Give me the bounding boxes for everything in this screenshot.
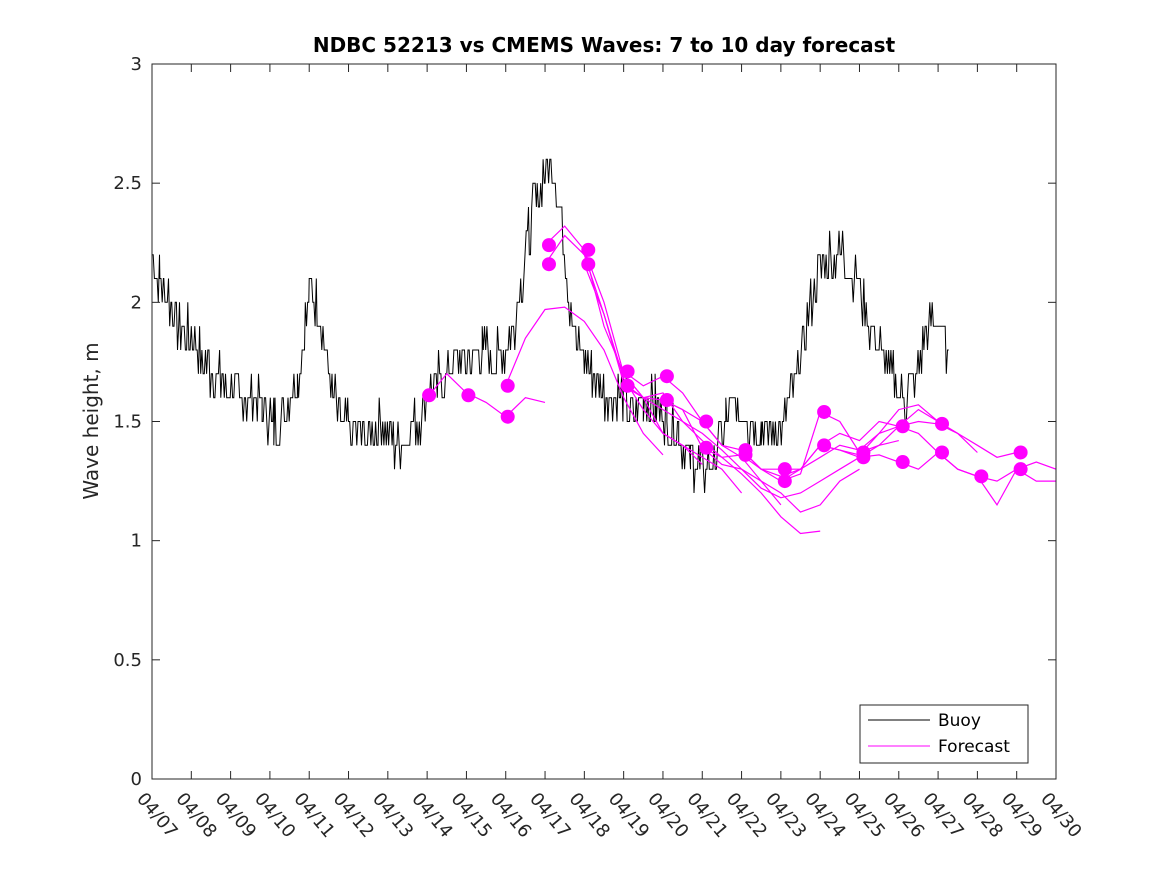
- x-tick-label: 04/15: [447, 789, 496, 842]
- x-tick-label: 04/20: [643, 789, 692, 842]
- x-tick-label: 04/29: [997, 789, 1046, 842]
- x-tick-label: 04/22: [722, 789, 771, 842]
- x-tick-label: 04/19: [604, 789, 653, 842]
- x-tick-label: 04/24: [800, 789, 849, 842]
- y-tick-label: 0: [131, 769, 142, 790]
- forecast-marker: [620, 378, 635, 393]
- forecast-marker: [738, 447, 753, 462]
- forecast-marker: [817, 438, 832, 453]
- x-tick-label: 04/14: [407, 789, 456, 842]
- forecast-marker: [581, 257, 596, 272]
- x-tick-label: 04/08: [171, 789, 220, 842]
- y-tick-label: 3: [131, 54, 142, 75]
- x-tick-label: 04/13: [368, 789, 417, 842]
- forecast-line: [505, 306, 664, 456]
- y-tick-label: 2.5: [113, 173, 142, 194]
- legend-box: [859, 704, 1029, 764]
- legend-forecast-label: Forecast: [938, 737, 1010, 757]
- y-axis-label: Wave height, m: [79, 342, 103, 499]
- forecast-marker: [974, 469, 989, 484]
- x-tick-label: 04/18: [565, 789, 614, 842]
- forecast-marker: [620, 364, 635, 379]
- y-axis-ticks: 0 0.5 1 1.5 2 2.5 3: [113, 54, 1056, 790]
- x-tick-label: 04/21: [682, 789, 731, 842]
- forecast-marker: [659, 393, 674, 408]
- forecast-marker: [1013, 445, 1028, 460]
- forecast-marker: [461, 388, 476, 403]
- x-tick-label: 04/12: [329, 789, 378, 842]
- x-tick-label: 04/11: [289, 789, 338, 842]
- forecast-marker: [895, 455, 910, 470]
- forecast-marker: [659, 369, 674, 384]
- buoy-line: [152, 158, 949, 494]
- x-tick-label: 04/17: [525, 789, 574, 842]
- x-tick-label: 04/16: [486, 789, 535, 842]
- forecast-marker: [422, 388, 437, 403]
- y-tick-label: 1.5: [113, 412, 142, 433]
- forecast-marker: [856, 450, 871, 465]
- buoy-series: [152, 158, 949, 494]
- forecast-marker: [500, 378, 515, 393]
- x-tick-label: 04/28: [958, 789, 1007, 842]
- y-tick-label: 1: [131, 531, 142, 552]
- forecast-marker: [500, 409, 515, 424]
- legend-buoy-label: Buoy: [938, 711, 981, 731]
- y-tick-label: 0.5: [113, 650, 142, 671]
- forecast-marker: [777, 462, 792, 477]
- forecast-marker: [935, 445, 950, 460]
- forecast-line: [426, 372, 546, 418]
- x-tick-label: 04/23: [761, 789, 810, 842]
- forecast-marker: [699, 414, 714, 429]
- x-tick-label: 04/30: [1036, 789, 1085, 842]
- forecast-marker: [541, 257, 556, 272]
- forecast-marker: [895, 419, 910, 434]
- y-tick-label: 2: [131, 292, 142, 313]
- chart-title: NDBC 52213 vs CMEMS Waves: 7 to 10 day f…: [313, 33, 896, 57]
- forecast-markers: [422, 238, 1028, 489]
- x-tick-label: 04/26: [879, 789, 928, 842]
- x-tick-label: 04/25: [840, 789, 889, 842]
- forecast-marker: [935, 416, 950, 431]
- forecast-marker: [817, 404, 832, 419]
- forecast-marker: [777, 474, 792, 489]
- forecast-marker: [581, 242, 596, 257]
- x-tick-label: 04/27: [918, 789, 967, 842]
- x-tick-label: 04/09: [211, 789, 260, 842]
- forecast-marker: [1013, 462, 1028, 477]
- forecast-marker: [699, 440, 714, 455]
- x-tick-label: 04/07: [132, 789, 181, 842]
- x-tick-label: 04/10: [250, 789, 299, 842]
- forecast-marker: [541, 238, 556, 253]
- forecast-series-group: [426, 225, 1056, 535]
- legend: Buoy Forecast: [859, 704, 1029, 764]
